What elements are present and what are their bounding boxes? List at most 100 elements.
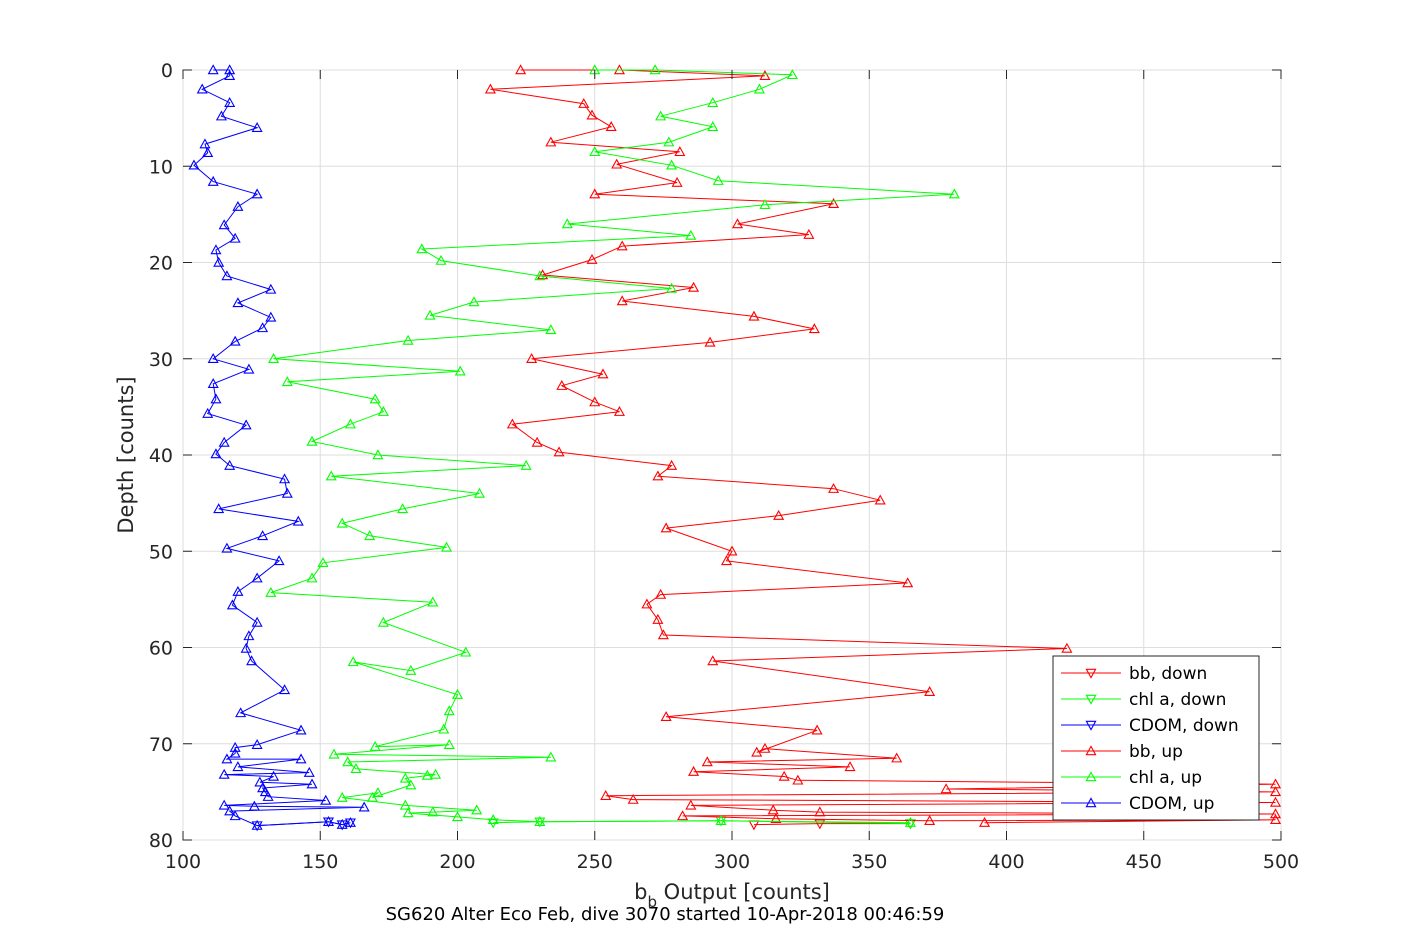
legend-marker xyxy=(1085,668,1097,679)
data-point xyxy=(424,309,436,320)
data-point xyxy=(759,70,771,81)
data-point xyxy=(221,753,233,764)
data-point xyxy=(940,783,952,794)
data-point xyxy=(663,136,675,147)
data-point xyxy=(627,793,639,804)
axes: 100 150 200 250 300 350 400 450 500 0 10 20 30 40 50 60… xyxy=(149,60,1299,873)
data-point xyxy=(224,70,236,81)
data-point xyxy=(199,138,211,149)
x-tick-label: 300 xyxy=(714,851,750,873)
legend-label: CDOM, down xyxy=(1129,716,1239,736)
legend-label: bb, down xyxy=(1129,664,1207,684)
data-point xyxy=(369,393,381,404)
data-point xyxy=(534,270,546,281)
data-point xyxy=(251,188,263,199)
data-point xyxy=(427,806,439,817)
data-point xyxy=(350,763,362,774)
data-point xyxy=(520,459,532,470)
data-point xyxy=(248,800,260,811)
data-point xyxy=(322,815,335,826)
data-point xyxy=(712,174,724,185)
data-point xyxy=(188,159,200,170)
data-point xyxy=(902,577,914,588)
data-point xyxy=(1269,808,1282,819)
data-point xyxy=(828,198,840,209)
data-point xyxy=(320,794,332,805)
data-point xyxy=(473,487,485,498)
x-label-subscript: b xyxy=(647,893,657,911)
data-point xyxy=(451,811,464,822)
data-point xyxy=(526,353,538,363)
data-point xyxy=(904,819,916,830)
data-point xyxy=(210,448,222,459)
data-point xyxy=(295,724,307,735)
data-point xyxy=(229,747,241,758)
data-point xyxy=(306,435,318,446)
legend-label: chl a, down xyxy=(1129,690,1226,710)
data-point xyxy=(235,707,247,718)
legend-item: CDOM, down xyxy=(1061,716,1239,736)
data-point xyxy=(616,240,628,251)
x-tick-label: 250 xyxy=(577,851,613,873)
data-point xyxy=(218,799,230,810)
y-tick-label: 30 xyxy=(149,349,173,371)
data-point xyxy=(904,816,916,827)
data-point xyxy=(221,270,233,281)
legend-label: CDOM, up xyxy=(1129,794,1214,814)
data-point xyxy=(240,419,252,430)
data-point xyxy=(232,761,244,772)
data-point xyxy=(243,630,255,641)
data-point xyxy=(405,779,417,790)
data-point xyxy=(372,449,384,460)
data-point xyxy=(454,365,466,376)
data-point xyxy=(364,530,376,541)
data-point xyxy=(268,770,280,781)
data-point xyxy=(924,686,936,697)
data-point xyxy=(778,770,790,781)
data-point xyxy=(405,664,417,675)
legend-item: chl a, down xyxy=(1061,690,1226,710)
y-tick-label: 70 xyxy=(149,734,173,756)
data-point xyxy=(487,814,499,825)
data-point xyxy=(979,816,991,827)
data-point xyxy=(342,756,354,767)
data-point xyxy=(707,655,719,666)
legend-marker xyxy=(1085,720,1097,731)
y-tick-label: 40 xyxy=(149,445,173,467)
data-point xyxy=(369,740,381,751)
data-point xyxy=(666,159,678,170)
legend-marker xyxy=(1085,771,1097,782)
data-point xyxy=(792,774,804,785)
x-tick-label: 350 xyxy=(851,851,887,873)
data-point xyxy=(440,541,453,552)
data-point xyxy=(232,297,244,308)
data-point xyxy=(207,175,219,186)
data-point xyxy=(202,147,214,158)
data-point xyxy=(268,353,280,363)
data-point xyxy=(257,530,269,541)
series-line xyxy=(193,69,365,827)
data-point xyxy=(281,487,293,498)
data-point xyxy=(688,765,700,776)
data-point xyxy=(402,334,414,345)
data-point xyxy=(534,815,546,826)
data-point xyxy=(218,436,230,447)
y-tick-label: 10 xyxy=(149,156,173,178)
data-point xyxy=(707,121,719,132)
data-point xyxy=(674,146,686,157)
data-point xyxy=(213,503,225,514)
data-point xyxy=(586,109,598,120)
series-line xyxy=(270,69,955,824)
data-point xyxy=(553,446,565,457)
data-point xyxy=(265,283,277,294)
y-tick-label: 80 xyxy=(149,830,173,852)
data-point xyxy=(701,756,713,767)
data-point xyxy=(641,598,653,609)
data-point xyxy=(224,64,236,75)
data-point xyxy=(666,459,678,470)
data-point xyxy=(317,557,329,568)
x-axis-label: bb Output [counts] xyxy=(634,880,830,911)
data-point xyxy=(336,517,348,528)
data-point xyxy=(660,711,672,722)
data-point xyxy=(652,613,664,624)
